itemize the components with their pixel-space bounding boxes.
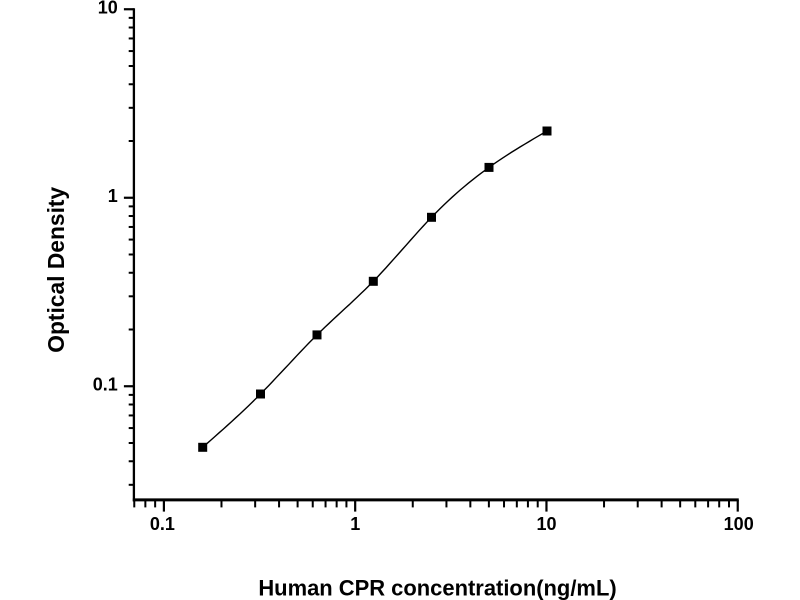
svg-text:Optical Density: Optical Density <box>43 187 69 353</box>
svg-text:1: 1 <box>108 186 118 206</box>
svg-text:10: 10 <box>536 514 556 534</box>
svg-text:0.1: 0.1 <box>150 514 175 534</box>
svg-text:10: 10 <box>98 0 118 17</box>
svg-text:100: 100 <box>724 514 754 534</box>
svg-text:0.1: 0.1 <box>93 374 118 394</box>
svg-text:1: 1 <box>350 514 360 534</box>
svg-text:Human CPR concentration(ng/mL): Human CPR concentration(ng/mL) <box>258 575 616 600</box>
